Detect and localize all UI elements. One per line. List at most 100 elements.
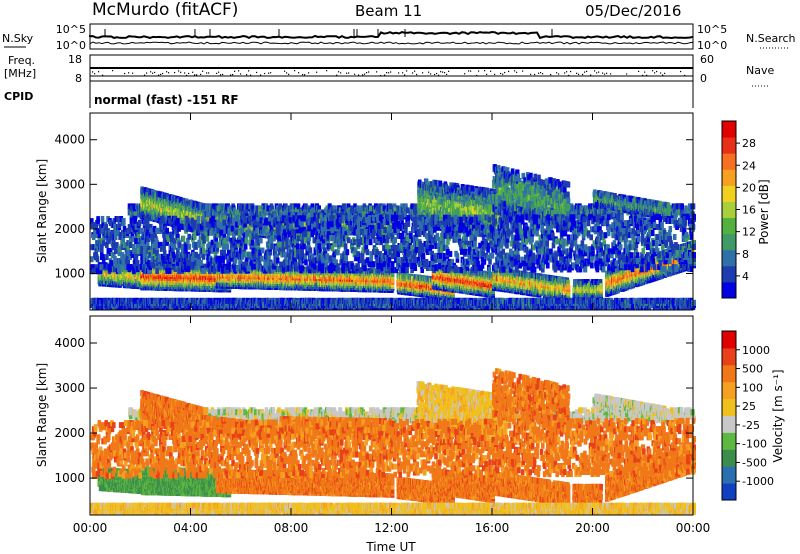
noise-tick-bottom-left: 10^0 [56,39,86,52]
freq-dot [564,72,565,73]
freq-dot [194,74,195,75]
freq-dot [302,74,303,75]
freq-dot [220,74,221,75]
freq-dot [208,72,209,73]
noise-tick-top-left: 10^5 [56,23,86,36]
freq-dot [508,71,509,72]
freq-dot [178,70,179,71]
noise-tick-top-right: 10^5 [697,23,727,36]
noise-sky-line [90,32,693,38]
freq-dot [146,72,147,73]
freq-dot [340,72,341,73]
freq-dot [180,72,181,73]
freq-dot [476,75,477,76]
freq-dot [218,72,219,73]
freq-dot [436,73,437,74]
freq-dot [132,73,133,74]
freq-dot [538,73,539,74]
freq-dot [192,72,193,73]
freq-dot [206,72,207,73]
freq-dot [530,74,531,75]
freq-dot [308,72,309,73]
freq-dot [362,74,363,75]
freq-trace [90,68,693,76]
freq-dot [448,71,449,72]
freq-dot [98,71,99,72]
freq-dot [428,72,429,73]
freq-dot [186,75,187,76]
freq-dot [348,72,349,73]
freq-dot [294,70,295,71]
freq-dot [446,74,447,75]
freq-dot [522,70,523,71]
freq-dot [468,70,469,71]
freq-dot [478,70,479,71]
freq-dot [304,74,305,75]
freq-dot [184,72,185,73]
freq-dot [646,75,647,76]
freq-dot [298,72,299,73]
freq-dot [246,74,247,75]
freq-dot [494,74,495,75]
nsky-label: N.Sky [2,32,34,45]
freq-dot [158,75,159,76]
freq-dot [500,73,501,74]
freq-dot [102,75,103,76]
freq-dot [386,72,387,73]
freq-dot [626,73,627,74]
freq-dot [550,74,551,75]
freq-dot [664,73,665,74]
freq-dot [150,71,151,72]
freq-dot [264,73,265,74]
noise-trace [90,29,693,44]
freq-dot [384,75,385,76]
freq-dot [316,72,317,73]
freq-dot [464,73,465,74]
freq-dot [398,72,399,73]
freq-dot [402,72,403,73]
power-data [90,164,696,310]
freq-dot [230,74,231,75]
freq-dot [270,72,271,73]
freq-dot [380,75,381,76]
freq-dot [196,74,197,75]
freq-dot [662,74,663,75]
freq-dot [128,72,129,73]
freq-dot [470,71,471,72]
freq-dot [390,71,391,72]
freq-dot [430,73,431,74]
freq-dot [582,74,583,75]
freq-dot [404,74,405,75]
freq-dot [570,71,571,72]
freq-dot [566,71,567,72]
freq-dot [558,73,559,74]
freq-dot [534,74,535,75]
freq-dot [202,71,203,72]
freq-dot [412,72,413,73]
noise-tick-bottom-right: 10^0 [697,39,727,52]
freq-dot [260,74,261,75]
freq-dot [240,73,241,74]
freq-dot [346,73,347,74]
freq-dot [576,73,577,74]
freq-dot [256,72,257,73]
freq-dot [366,72,367,73]
freq-dot [248,70,249,71]
freq-dot [442,71,443,72]
freq-dot [94,73,95,74]
freq-dot [444,72,445,73]
freq-dot [416,74,417,75]
freq-dot [188,73,189,74]
freq-label: Freq. [8,54,35,67]
freq-dot [422,72,423,73]
mhz-label: [MHz] [4,67,36,80]
freq-dot [440,71,441,72]
freq-dot [502,74,503,75]
freq-dot [586,71,587,72]
freq-dot [234,71,235,72]
freq-dot [92,71,93,72]
freq-dot [166,71,167,72]
freq-dot [610,73,611,74]
freq-dot [504,72,505,73]
